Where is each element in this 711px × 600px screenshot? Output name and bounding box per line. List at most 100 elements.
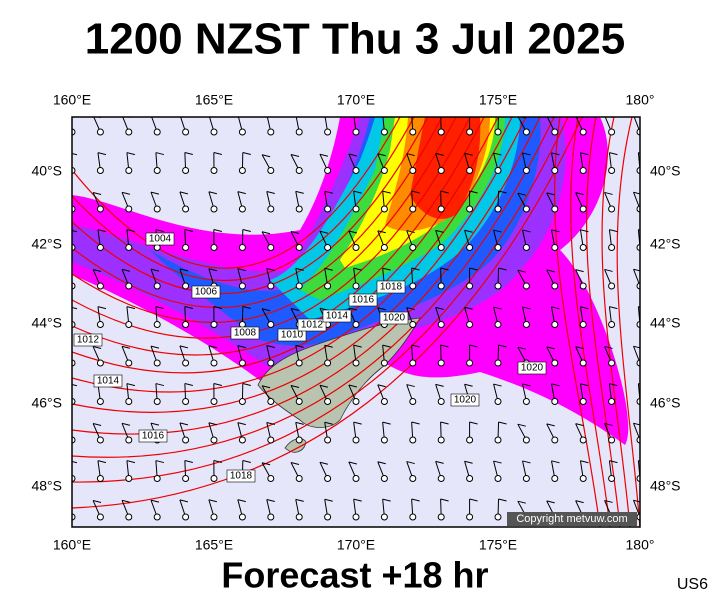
barb-flag bbox=[546, 346, 555, 350]
barb-flag bbox=[551, 306, 560, 310]
barb-flag bbox=[237, 268, 246, 272]
barb-station bbox=[551, 359, 559, 367]
barb-station bbox=[380, 398, 388, 405]
isobar bbox=[601, 117, 631, 527]
lon-label: 165°E bbox=[195, 537, 233, 553]
barb-flag bbox=[522, 152, 531, 156]
barb-flag bbox=[121, 345, 131, 349]
barb-flag bbox=[498, 190, 507, 194]
barb-flag bbox=[92, 423, 102, 427]
isobar bbox=[72, 117, 513, 393]
barb-station bbox=[608, 436, 616, 444]
barb-station bbox=[579, 128, 587, 136]
barb-station bbox=[267, 205, 275, 213]
barb-station bbox=[96, 128, 104, 136]
barb-flag bbox=[97, 229, 107, 233]
barb-flag bbox=[609, 152, 618, 156]
barb-station bbox=[267, 436, 275, 444]
barb-station bbox=[210, 128, 218, 136]
barb-flag bbox=[382, 498, 391, 502]
barb-flag bbox=[383, 114, 391, 116]
barb-flag bbox=[517, 269, 526, 273]
barb-flag bbox=[382, 190, 391, 194]
isobar-label-box bbox=[93, 374, 123, 388]
barb-station bbox=[96, 513, 104, 521]
barb-flag bbox=[295, 267, 304, 271]
barb-station bbox=[494, 359, 502, 367]
barb-flag bbox=[295, 498, 304, 502]
barb-flag bbox=[377, 461, 386, 465]
barb-station bbox=[608, 359, 616, 367]
barb-station bbox=[522, 436, 530, 444]
barb-station bbox=[295, 436, 303, 444]
barb-flag bbox=[295, 344, 304, 348]
barb-station bbox=[210, 321, 218, 328]
barb-station bbox=[494, 205, 502, 213]
barb-flag bbox=[92, 346, 102, 350]
barb-station bbox=[238, 321, 246, 328]
barb-station bbox=[608, 282, 616, 290]
barb-flag bbox=[237, 345, 246, 349]
barb-station bbox=[608, 244, 616, 251]
barb-flag bbox=[498, 421, 507, 425]
barb-flag bbox=[155, 460, 165, 464]
barb-flag bbox=[551, 383, 560, 387]
barb-station bbox=[579, 282, 587, 290]
barb-flag bbox=[121, 191, 131, 195]
barb-station bbox=[210, 513, 218, 521]
barb-flag bbox=[92, 192, 102, 196]
barb-flag bbox=[633, 345, 640, 349]
barb-station bbox=[125, 167, 133, 174]
barb-flag bbox=[353, 344, 362, 348]
barb-station bbox=[522, 321, 530, 328]
barb-flag bbox=[242, 229, 251, 232]
isobar-label-box bbox=[376, 280, 406, 294]
barb-station bbox=[238, 513, 246, 521]
lat-label: 44°S bbox=[650, 315, 681, 331]
lat-label: 48°S bbox=[31, 478, 62, 494]
barb-flag bbox=[353, 421, 362, 425]
barb-flag bbox=[184, 383, 193, 387]
barb-flag bbox=[348, 307, 357, 311]
barb-station bbox=[608, 128, 616, 136]
barb-station bbox=[153, 167, 161, 174]
barb-station bbox=[96, 359, 104, 367]
barb-flag bbox=[150, 422, 160, 426]
barb-flag bbox=[353, 190, 362, 194]
barb-flag bbox=[208, 345, 217, 349]
barb-station bbox=[96, 205, 104, 213]
barb-flag bbox=[464, 383, 473, 387]
barb-flag bbox=[126, 229, 136, 233]
lon-label: 175°E bbox=[479, 537, 517, 553]
isobar bbox=[72, 117, 429, 295]
barb-station bbox=[522, 475, 530, 482]
barb-station bbox=[352, 321, 360, 328]
barb-flag bbox=[580, 306, 589, 310]
barb-station bbox=[295, 244, 303, 251]
barb-station bbox=[437, 321, 445, 328]
barb-station bbox=[380, 128, 388, 136]
barb-flag bbox=[184, 306, 193, 310]
barb-flag bbox=[406, 230, 415, 234]
barb-station bbox=[125, 359, 133, 367]
barb-flag bbox=[242, 152, 251, 155]
barb-flag bbox=[406, 153, 415, 157]
barb-flag bbox=[208, 191, 217, 195]
barb-flag bbox=[266, 498, 275, 502]
barb-flag bbox=[150, 268, 160, 272]
barb-flag bbox=[464, 460, 473, 464]
barb-flag bbox=[126, 152, 136, 156]
barb-station bbox=[182, 128, 190, 136]
barb-station bbox=[182, 167, 190, 174]
barb-station bbox=[153, 475, 161, 482]
barb-flag bbox=[290, 461, 300, 465]
barb-flag bbox=[296, 114, 304, 116]
barb-flag bbox=[266, 344, 275, 348]
barb-flag bbox=[290, 384, 300, 388]
barb-station bbox=[437, 282, 445, 290]
barb-station bbox=[153, 205, 161, 213]
barb-flag bbox=[575, 346, 584, 350]
barb-station bbox=[153, 359, 161, 367]
barb-flag bbox=[213, 306, 222, 309]
barb-flag bbox=[411, 190, 420, 194]
